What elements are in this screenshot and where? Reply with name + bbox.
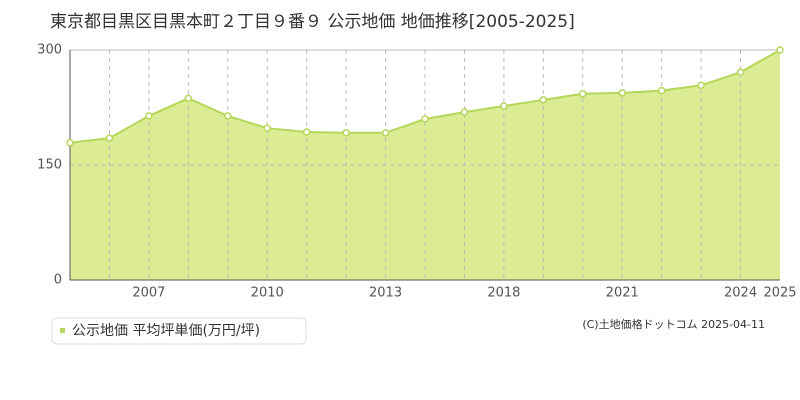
point: [263, 124, 271, 132]
point: [736, 68, 745, 76]
chart-title: 東京都目黒区目黒本町２丁目９番９ 公示地価 地価推移[2005-2025]: [50, 12, 575, 32]
point: [539, 96, 548, 104]
point: [657, 86, 666, 95]
point: [342, 129, 350, 137]
point: [381, 129, 390, 137]
credit: (C)土地価格ドットコム 2025-04-11: [582, 317, 765, 331]
point: [66, 139, 74, 147]
x-tick-label: 2021: [606, 286, 639, 301]
x-tick-label: 2007: [132, 286, 165, 301]
legend-label: 公示地価 平均坪単価(万円/坪): [72, 323, 260, 339]
y-tick-label: 150: [37, 158, 62, 173]
point: [302, 128, 311, 136]
y-tick-label: 300: [37, 43, 62, 58]
legend-box: [51, 317, 307, 345]
y-tick-label: 0: [54, 273, 62, 288]
point: [421, 115, 429, 123]
point: [460, 108, 469, 116]
x-tick-label: 2025: [763, 286, 796, 301]
point: [184, 94, 193, 103]
x-tick-label: 2010: [251, 286, 284, 301]
point: [500, 102, 508, 110]
point: [618, 89, 626, 97]
x-tick-label: 2013: [369, 286, 402, 301]
x-tick-label: 2018: [487, 286, 520, 301]
point: [145, 112, 153, 120]
point: [224, 112, 232, 120]
point: [776, 46, 784, 54]
x-tick-label: 2024: [724, 286, 757, 301]
legend-swatch: [60, 328, 65, 333]
point: [579, 89, 587, 98]
point: [697, 81, 705, 90]
point: [105, 134, 114, 142]
